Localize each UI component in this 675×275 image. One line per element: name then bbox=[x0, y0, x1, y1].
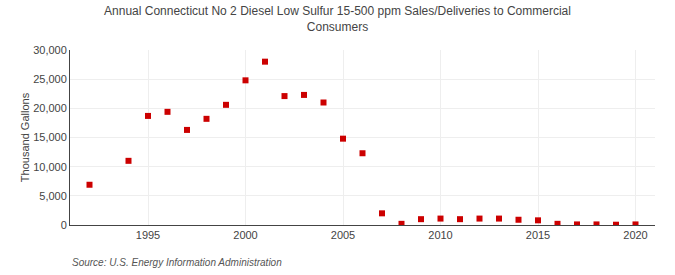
svg-text:2000: 2000 bbox=[233, 229, 257, 241]
svg-text:2005: 2005 bbox=[331, 229, 355, 241]
svg-text:2015: 2015 bbox=[526, 229, 550, 241]
svg-text:25,000: 25,000 bbox=[33, 73, 67, 85]
svg-text:Annual Connecticut No 2 Diesel: Annual Connecticut No 2 Diesel Low Sulfu… bbox=[104, 4, 571, 34]
svg-text:2010: 2010 bbox=[428, 229, 452, 241]
svg-text:10,000: 10,000 bbox=[33, 161, 67, 173]
svg-text:20,000: 20,000 bbox=[33, 102, 67, 114]
svg-text:15,000: 15,000 bbox=[33, 131, 67, 143]
svg-text:5,000: 5,000 bbox=[39, 190, 67, 202]
svg-text:Source: U.S. Energy Informatio: Source: U.S. Energy Information Administ… bbox=[72, 257, 282, 268]
svg-text:30,000: 30,000 bbox=[33, 44, 67, 56]
svg-text:Thousand Gallons: Thousand Gallons bbox=[19, 92, 31, 182]
svg-text:0: 0 bbox=[61, 219, 67, 231]
svg-text:1995: 1995 bbox=[136, 229, 160, 241]
svg-text:2020: 2020 bbox=[623, 229, 647, 241]
